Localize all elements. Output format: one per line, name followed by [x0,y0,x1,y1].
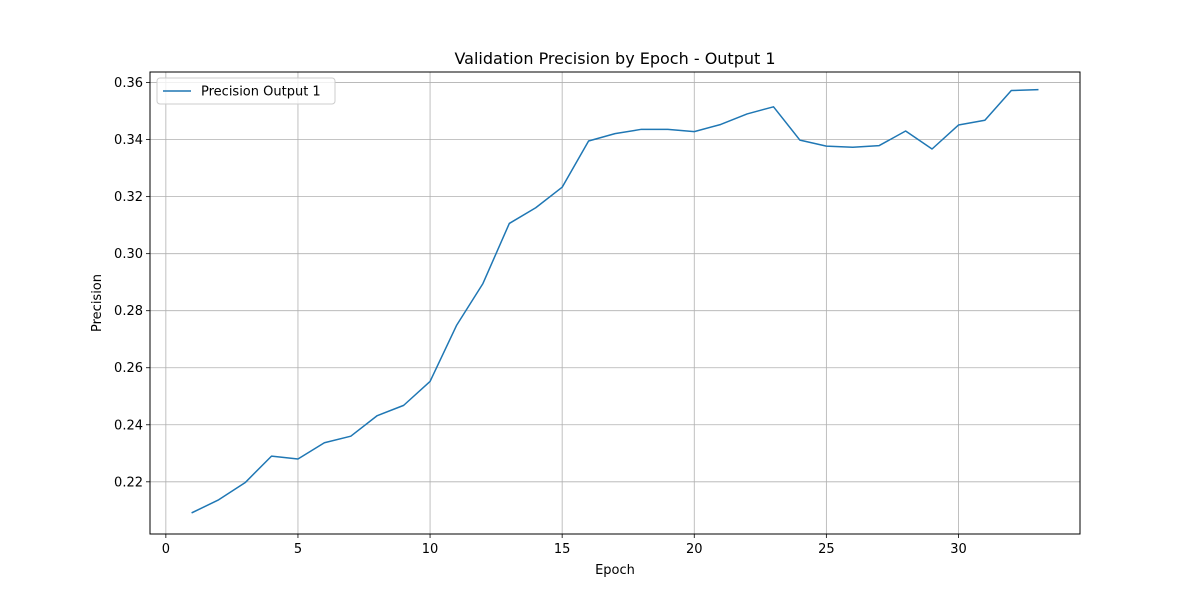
y-tick-label: 0.30 [114,247,143,262]
y-tick-label: 0.22 [114,475,143,490]
x-tick-label: 10 [422,542,439,557]
series-line [191,88,1039,514]
series-layer [191,88,1039,514]
x-tick-label: 30 [950,542,967,557]
y-tick-label: 0.32 [114,190,143,205]
legend-label: Precision Output 1 [201,85,321,100]
chart-title: Validation Precision by Epoch - Output 1 [454,49,775,68]
x-tick-label: 5 [294,542,302,557]
y-axis-label: Precision [90,274,105,332]
y-tick-label: 0.26 [114,361,143,376]
x-tick-label: 0 [162,542,170,557]
plot-frame [149,71,1081,535]
y-tick-label: 0.34 [114,133,143,148]
y-tick-label: 0.24 [114,418,143,433]
y-axis: 0.22 0.24 0.26 0.28 0.30 0.32 0.34 0.36 [114,76,150,490]
legend: Precision Output 1 [156,77,336,105]
plot-area [150,72,1080,534]
x-axis: 0 5 10 15 20 25 30 [162,534,967,557]
y-tick-label: 0.36 [114,76,143,91]
y-tick-label: 0.28 [114,304,143,319]
legend-box [156,77,336,105]
x-tick-label: 15 [554,542,571,557]
x-tick-label: 25 [818,542,835,557]
x-tick-label: 20 [686,542,703,557]
x-axis-label: Epoch [595,563,635,578]
